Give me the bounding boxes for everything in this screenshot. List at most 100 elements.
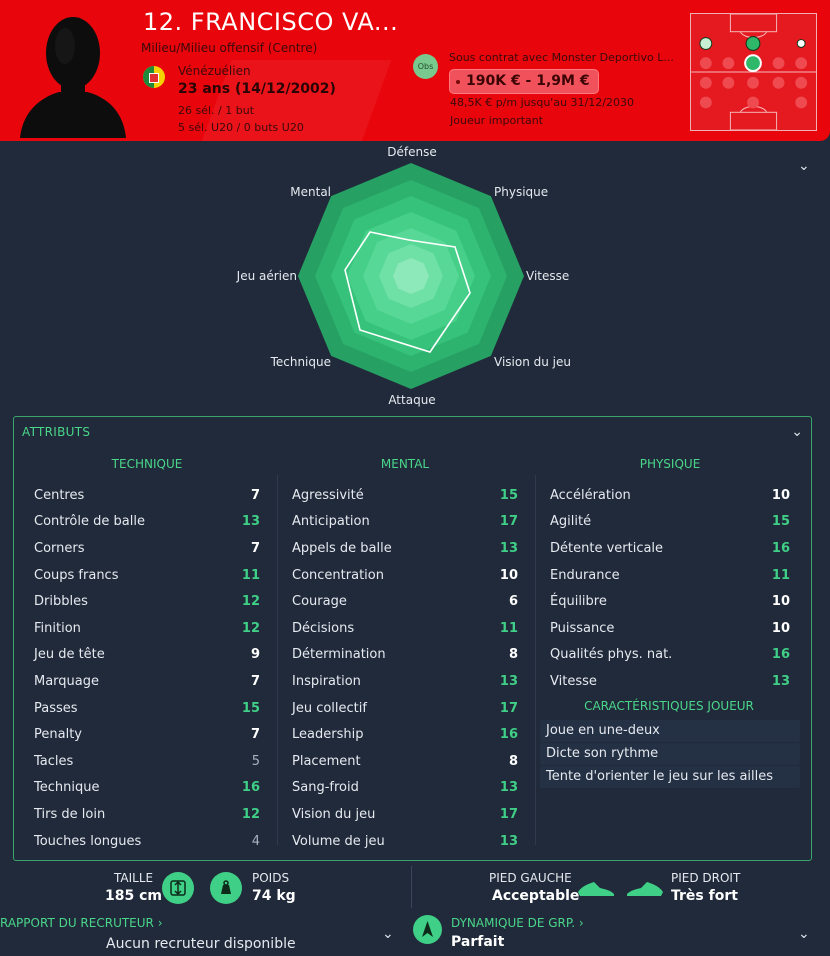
attribute-label: Penalty (34, 727, 82, 743)
attribute-value: 11 (241, 567, 260, 583)
attribute-row[interactable]: Touches longues 4 (34, 828, 260, 855)
chevron-down-icon[interactable]: ⌄ (791, 424, 803, 440)
venezuela-flag-icon (143, 66, 165, 88)
attribute-row[interactable]: Détermination 8 (292, 642, 518, 669)
attribute-row[interactable]: Courage 6 (292, 588, 518, 615)
attribute-row[interactable]: Concentration 10 (292, 562, 518, 589)
attribute-row[interactable]: Endurance 11 (550, 562, 790, 589)
attribute-row[interactable]: Anticipation 17 (292, 509, 518, 536)
attribute-label: Anticipation (292, 514, 370, 530)
attribute-row[interactable]: Décisions 11 (292, 615, 518, 642)
attribute-row[interactable]: Volume de jeu 13 (292, 828, 518, 855)
attribute-label: Accélération (550, 487, 631, 503)
attribute-row[interactable]: Coups francs 11 (34, 562, 260, 589)
attribute-row[interactable]: Appels de balle 13 (292, 535, 518, 562)
attribute-row[interactable]: Passes 15 (34, 695, 260, 722)
attribute-value: 12 (241, 806, 260, 822)
attribute-row[interactable]: Agressivité 15 (292, 482, 518, 509)
attribute-label: Décisions (292, 620, 355, 636)
attribute-label: Leadership (292, 727, 364, 743)
attribute-row[interactable]: Tacles 5 (34, 748, 260, 775)
player-name[interactable]: 12. FRANCISCO VA... (143, 8, 399, 36)
contract-info[interactable]: Sous contrat avec Monster Deportivo L... (449, 51, 674, 64)
scout-value: Aucun recruteur disponible (106, 936, 296, 952)
attribute-row[interactable]: Inspiration 13 (292, 668, 518, 695)
attribute-row[interactable]: Technique 16 (34, 775, 260, 802)
chevron-down-icon[interactable]: ⌄ (798, 158, 810, 174)
attribute-radar-chart: Défense Physique Vitesse Vision du jeu A… (236, 145, 571, 407)
attribute-row[interactable]: Accélération 10 (550, 482, 790, 509)
attribute-value: 13 (241, 514, 260, 530)
player-age: 23 ans (14/12/2002) (178, 81, 336, 97)
attributes-title: ATTRIBUTS (22, 425, 91, 439)
attribute-label: Concentration (292, 567, 384, 583)
dynamics-value: Parfait (451, 934, 505, 950)
player-nationality[interactable]: Vénézuélien (178, 64, 251, 78)
chevron-down-icon[interactable]: ⌄ (382, 926, 394, 942)
attribute-row[interactable]: Qualités phys. nat. 16 (550, 642, 790, 669)
dynamics-link[interactable]: DYNAMIQUE DE GRP. › (451, 916, 584, 930)
attribute-label: Endurance (550, 567, 620, 583)
physique-column: PHYSIQUE Accélération 10 Agilité 15 Détente … (550, 457, 790, 695)
characteristic-item[interactable]: Tente d'orienter le jeu sur les ailles (540, 766, 800, 788)
attribute-value: 10 (771, 620, 790, 636)
attribute-row[interactable]: Contrôle de balle 13 (34, 509, 260, 536)
attribute-label: Courage (292, 594, 347, 610)
attribute-value: 9 (250, 647, 260, 663)
attribute-row[interactable]: Finition 12 (34, 615, 260, 642)
attribute-label: Coups francs (34, 567, 119, 583)
scout-report-link[interactable]: RAPPORT DU RECRUTEUR › (0, 916, 163, 930)
chevron-down-icon[interactable]: ⌄ (798, 926, 810, 942)
attribute-row[interactable]: Centres 7 (34, 482, 260, 509)
physique-header: PHYSIQUE (639, 457, 701, 471)
attribute-row[interactable]: Vitesse 13 (550, 668, 790, 695)
attribute-row[interactable]: Corners 7 (34, 535, 260, 562)
obs-badge[interactable]: Obs (413, 54, 438, 79)
attribute-value: 15 (499, 487, 518, 503)
attribute-value: 13 (499, 540, 518, 556)
radar-label-technique: Technique (270, 355, 331, 369)
attribute-row[interactable]: Détente verticale 16 (550, 535, 790, 562)
attribute-row[interactable]: Placement 8 (292, 748, 518, 775)
height-label: TAILLE (114, 871, 154, 885)
attribute-row[interactable]: Penalty 7 (34, 721, 260, 748)
attribute-row[interactable]: Marquage 7 (34, 668, 260, 695)
attribute-value: 12 (241, 594, 260, 610)
characteristic-item[interactable]: Joue en une-deux (540, 720, 800, 742)
attribute-label: Vision du jeu (292, 806, 376, 822)
attribute-row[interactable]: Jeu de tête 9 (34, 642, 260, 669)
attribute-label: Centres (34, 487, 85, 503)
attribute-row[interactable]: Puissance 10 (550, 615, 790, 642)
attributes-panel: ATTRIBUTS ⌄ TECHNIQUE Centres 7 Contrôle d… (13, 416, 812, 861)
attribute-value: 17 (499, 514, 518, 530)
weight-value: 74 kg (252, 888, 296, 904)
attribute-row[interactable]: Sang-froid 13 (292, 775, 518, 802)
attribute-row[interactable]: Vision du jeu 17 (292, 801, 518, 828)
attribute-row[interactable]: Leadership 16 (292, 721, 518, 748)
attribute-label: Finition (34, 620, 81, 636)
attribute-row[interactable]: Jeu collectif 17 (292, 695, 518, 722)
attribute-label: Agilité (550, 514, 592, 530)
attribute-label: Volume de jeu (292, 833, 385, 849)
attribute-value: 4 (251, 833, 260, 849)
bottom-divider (411, 866, 412, 908)
attribute-row[interactable]: Agilité 15 (550, 509, 790, 536)
attribute-label: Marquage (34, 673, 100, 689)
attribute-row[interactable]: Équilibre 10 (550, 588, 790, 615)
attribute-label: Passes (34, 700, 78, 716)
attribute-value: 15 (241, 700, 260, 716)
attribute-row[interactable]: Dribbles 12 (34, 588, 260, 615)
attribute-row[interactable]: Tirs de loin 12 (34, 801, 260, 828)
attribute-value: 10 (771, 594, 790, 610)
radar-label-defense: Défense (387, 145, 436, 159)
characteristic-item[interactable]: Dicte son rythme (540, 743, 800, 765)
attribute-value: 7 (250, 540, 260, 556)
attribute-value: 11 (499, 620, 518, 636)
height-icon (162, 872, 194, 904)
attribute-value: 13 (499, 780, 518, 796)
dynamics-icon (413, 915, 442, 944)
value-badge[interactable]: 190K € - 1,9M € (449, 69, 599, 94)
attribute-value: 12 (241, 620, 260, 636)
position-pitch-map[interactable] (690, 13, 817, 131)
attribute-value: 6 (508, 594, 518, 610)
